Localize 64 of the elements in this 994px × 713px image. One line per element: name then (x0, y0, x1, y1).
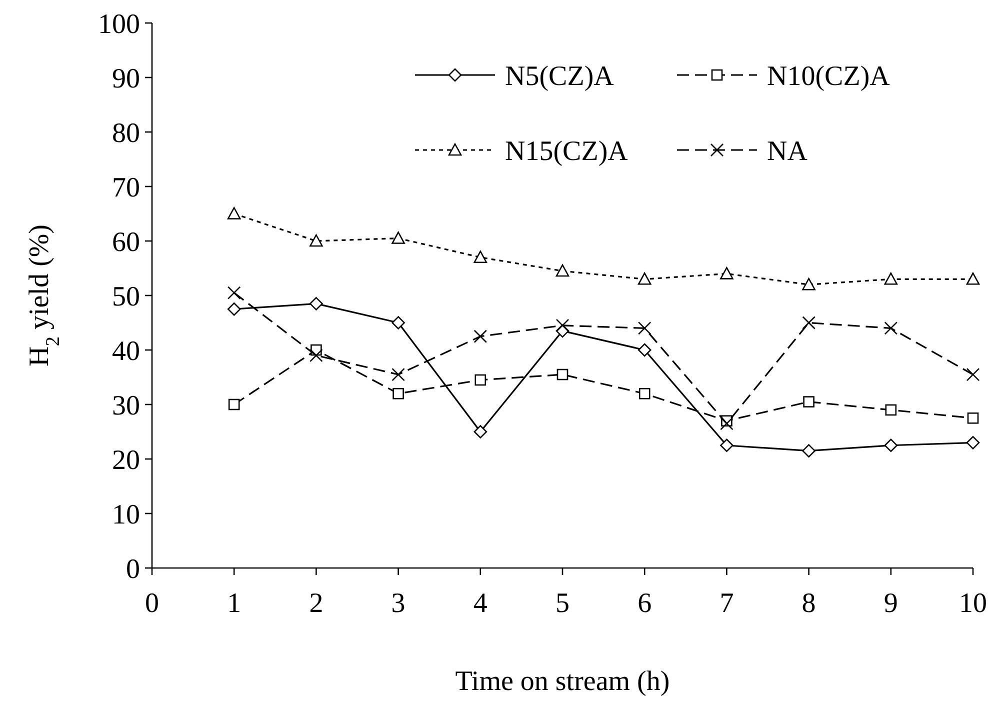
point (638, 388, 650, 400)
point (720, 416, 734, 430)
point (227, 286, 241, 300)
y-tick-label: 80 (112, 118, 140, 149)
point (310, 234, 323, 247)
point (638, 322, 652, 335)
y-tick-label: 70 (112, 172, 140, 204)
legend-label: N10(CZ)A (767, 60, 891, 92)
x-tick-label: 3 (391, 588, 406, 619)
point (966, 368, 980, 382)
x-tick-label: 10 (959, 588, 987, 619)
point (638, 343, 652, 357)
point (638, 272, 652, 285)
point (720, 267, 734, 280)
legend-label: N5(CZ)A (505, 60, 615, 92)
x-tick-label: 9 (884, 588, 898, 619)
legend-label: NA (767, 136, 808, 167)
point (556, 318, 570, 332)
x-tick-label: 1 (227, 588, 242, 619)
point (966, 272, 980, 285)
y-tick-label: 20 (112, 444, 140, 476)
point (720, 438, 734, 452)
point (392, 388, 404, 400)
x-tick-label: 8 (802, 588, 816, 619)
point (474, 425, 488, 438)
y-tick-label: 60 (112, 226, 140, 258)
point (802, 316, 816, 330)
x-tick-label: 6 (638, 588, 652, 619)
point (474, 330, 488, 344)
point (310, 297, 323, 310)
point (556, 368, 568, 380)
point (884, 322, 898, 335)
point (228, 398, 240, 410)
x-tick-label: 2 (309, 588, 324, 619)
point (884, 438, 898, 452)
x-tick-label: 0 (145, 588, 159, 619)
x-axis-title: Time on stream (h) (455, 666, 670, 697)
point (474, 374, 486, 386)
y-tick-label: 50 (112, 281, 140, 312)
point (802, 278, 816, 290)
point (474, 250, 488, 263)
y-tick-label: 40 (112, 336, 140, 367)
legend-label: N15(CZ)A (505, 136, 629, 167)
point (310, 348, 323, 362)
point (392, 232, 405, 244)
point (803, 396, 814, 408)
x-tick-label: 7 (720, 588, 734, 619)
y-tick-label: 10 (112, 499, 140, 530)
point (884, 272, 898, 285)
point (967, 412, 979, 424)
point (556, 264, 570, 277)
x-tick-label: 5 (556, 588, 570, 619)
x-tick-label: 4 (473, 588, 488, 619)
y-tick-label: 0 (126, 554, 140, 585)
point (802, 444, 816, 458)
point (885, 404, 897, 416)
point (227, 207, 241, 220)
point (227, 302, 241, 316)
point (392, 368, 405, 382)
y-tick-label: 90 (112, 63, 140, 94)
y-tick-label: 100 (98, 8, 140, 40)
y-tick-label: 30 (112, 390, 140, 422)
point (392, 316, 405, 330)
point (966, 436, 980, 450)
